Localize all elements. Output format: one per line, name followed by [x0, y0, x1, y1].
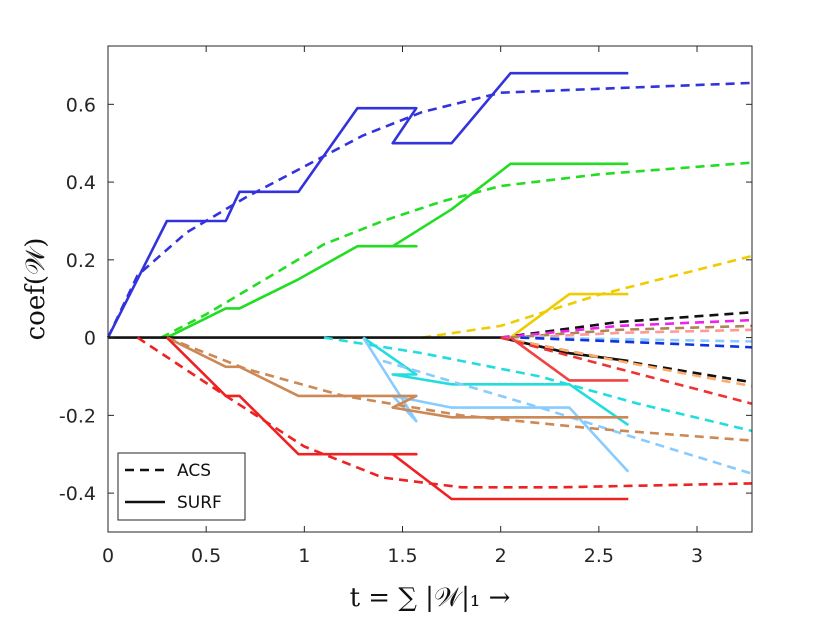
x-tick-label: 3 [691, 545, 703, 567]
series-line-acs-0 [106, 81, 753, 339]
series-line-acs-9 [520, 328, 753, 339]
series-line-acs-2 [160, 161, 753, 339]
series-line-surf-22 [166, 336, 629, 419]
x-axis: 0 0.5 1 1.5 2 2.5 3 [102, 46, 703, 567]
plot-series [106, 71, 753, 501]
series-line-surf-20 [362, 336, 630, 473]
series-line-surf-3 [166, 162, 629, 339]
y-tick-label: -0.4 [59, 483, 96, 505]
y-tick-label: 0 [84, 328, 96, 350]
x-tick-label: 0.5 [191, 545, 221, 567]
y-tick-label: -0.2 [59, 405, 96, 427]
legend: ACS SURF [117, 452, 246, 521]
series-line-acs-15 [500, 336, 753, 405]
y-tick-label: 0.2 [66, 250, 96, 272]
series-line-acs-19 [382, 359, 753, 475]
series-line-surf-24 [165, 336, 629, 501]
legend-box [117, 452, 246, 521]
x-tick-label: 0 [102, 545, 114, 567]
x-tick-label: 1 [298, 545, 310, 567]
series-line-surf-5 [509, 292, 629, 339]
series-line-surf-1 [106, 71, 629, 339]
x-tick-label: 2 [495, 545, 507, 567]
y-axis-label: coef(𝒲) [21, 238, 51, 341]
y-tick-label: 0.4 [66, 172, 96, 194]
x-axis-label: t = ∑ |𝒲|₁ → [350, 583, 511, 613]
legend-surf-label: SURF [177, 493, 222, 513]
axes-box [107, 45, 753, 533]
x-tick-label: 1.5 [387, 545, 417, 567]
series-line-acs-8 [510, 324, 753, 339]
series-line-surf-18 [362, 336, 630, 427]
series-line-surf-16 [509, 336, 629, 382]
series-line-acs-17 [323, 336, 753, 433]
series-line-acs-4 [421, 254, 753, 339]
legend-acs-label: ACS [177, 461, 211, 481]
y-tick-label: 0.6 [66, 94, 96, 116]
series-line-acs-14 [500, 336, 753, 388]
series-line-acs-11 [520, 336, 753, 349]
y-axis: -0.4 -0.2 0 0.2 0.4 0.6 [59, 94, 752, 505]
x-tick-label: 2.5 [584, 545, 614, 567]
series-line-acs-21 [166, 336, 753, 442]
